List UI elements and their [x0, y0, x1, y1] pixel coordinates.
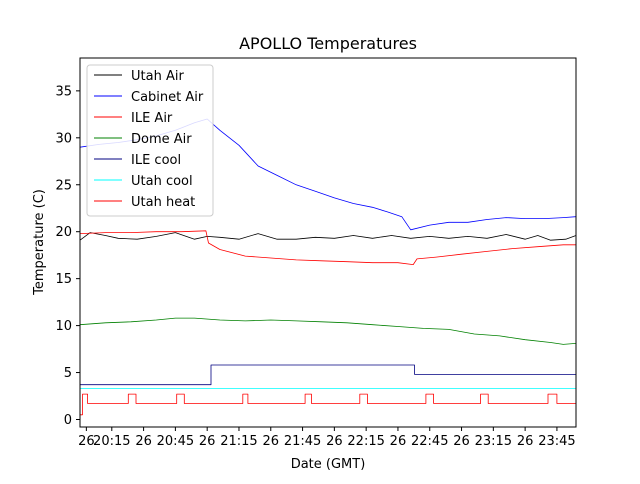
- x-tick-label: 21:15: [220, 434, 257, 449]
- x-tick-label: 23:15: [475, 434, 512, 449]
- x-tick-label: 23:45: [538, 434, 575, 449]
- x-tick-label: 26: [78, 434, 95, 449]
- y-tick-label: 20: [55, 225, 72, 240]
- y-tick-label: 15: [55, 272, 72, 287]
- x-tick-label: 20:15: [93, 434, 130, 449]
- x-tick-label: 20:45: [157, 434, 194, 449]
- legend-label-utah-heat: Utah heat: [131, 195, 195, 210]
- plot-frame: [79, 57, 577, 428]
- y-tick-label: 0: [64, 413, 72, 428]
- series-line-utah-air: [79, 232, 577, 241]
- x-tick-label: 21:45: [284, 434, 321, 449]
- chart-title: APOLLO Temperatures: [239, 34, 417, 53]
- x-tick-label: 26: [390, 434, 407, 449]
- legend-label-dome-air: Dome Air: [131, 132, 192, 147]
- x-tick-label: 22:15: [347, 434, 384, 449]
- x-tick-label: 26: [326, 434, 343, 449]
- y-tick-label: 5: [64, 366, 72, 381]
- legend-box: [86, 64, 214, 217]
- x-tick-label: 22:45: [411, 434, 448, 449]
- legend-label-utah-air: Utah Air: [131, 69, 184, 84]
- x-tick-label: 26: [199, 434, 216, 449]
- x-tick-label: 26: [135, 434, 152, 449]
- x-axis-label: Date (GMT): [291, 457, 366, 472]
- y-axis-label: Temperature (C): [32, 189, 47, 296]
- x-tick-label: 26: [517, 434, 534, 449]
- y-tick-label: 30: [55, 131, 72, 146]
- series-line-dome-air: [79, 317, 577, 345]
- x-tick-label: 26: [262, 434, 279, 449]
- y-tick-label: 10: [55, 319, 72, 334]
- y-axis: 0 5 10 15 20 25 30 35: [55, 84, 80, 428]
- series-line-utah-heat: [80, 393, 576, 416]
- y-tick-label: 35: [55, 84, 72, 99]
- series-line-ile-air: [79, 230, 576, 266]
- y-tick-label: 25: [55, 178, 72, 193]
- series-line-ile-cool: [80, 364, 576, 386]
- legend-label-ile-air: ILE Air: [131, 111, 173, 126]
- legend: Utah Air Cabinet Air ILE Air Dome Air ILE co…: [86, 64, 214, 217]
- legend-label-ile-cool: ILE cool: [131, 153, 181, 168]
- x-tick-label: 26: [453, 434, 470, 449]
- legend-label-cabinet-air: Cabinet Air: [131, 90, 204, 105]
- legend-label-utah-cool: Utah cool: [131, 174, 193, 189]
